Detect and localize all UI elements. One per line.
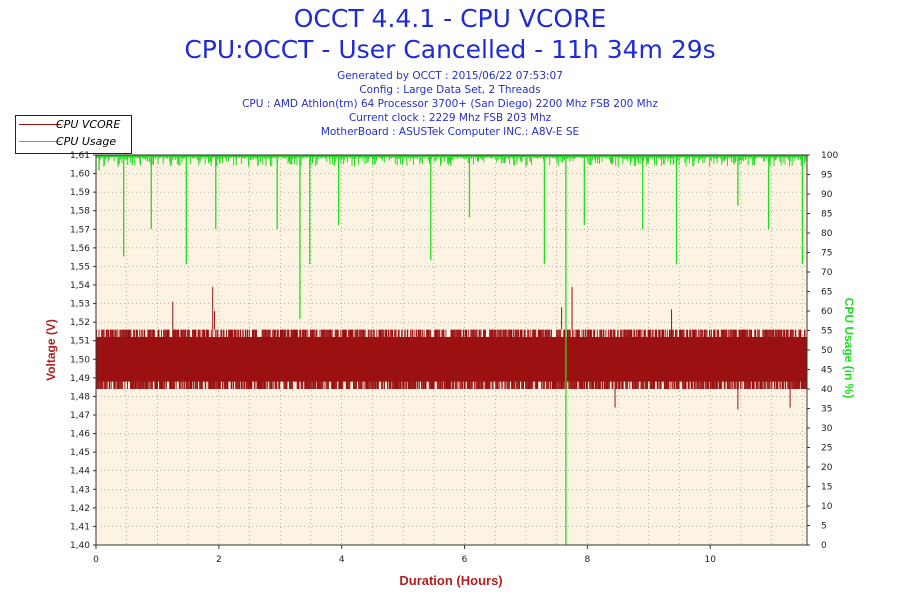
y2-tick-label: 10 (821, 502, 833, 512)
chart-legend: CPU VCORE CPU Usage (15, 115, 132, 154)
y-tick-label: 1,57 (70, 225, 90, 235)
y2-tick-label: 100 (821, 151, 838, 161)
y2-tick-label: 70 (821, 268, 833, 278)
y2-tick-label: 0 (821, 541, 827, 551)
y-tick-label: 1,51 (70, 337, 90, 347)
y-tick-label: 1,58 (70, 207, 90, 217)
y-tick-label: 1,53 (70, 300, 90, 310)
y-tick-label: 1,59 (70, 188, 90, 198)
y-axis-label: Voltage (V) (44, 319, 58, 381)
x-tick-label: 0 (93, 555, 99, 565)
y2-tick-label: 85 (821, 210, 832, 220)
y2-tick-label: 95 (821, 171, 832, 181)
y2-tick-label: 55 (821, 327, 832, 337)
info-cpu: CPU : AMD Athlon(tm) 64 Processor 3700+ … (242, 98, 658, 110)
legend-swatch-vcore (19, 124, 61, 125)
y2-tick-label: 75 (821, 249, 832, 259)
y-tick-label: 1,44 (70, 467, 90, 477)
info-clock: Current clock : 2229 Mhz FSB 203 Mhz (348, 112, 552, 124)
info-config: Config : Large Data Set, 2 Threads (359, 84, 541, 96)
y2-tick-label: 30 (821, 424, 833, 434)
legend-label-usage: CPU Usage (56, 135, 117, 148)
y-tick-label: 1,41 (70, 522, 90, 532)
y-tick-label: 1,60 (70, 170, 90, 180)
x-tick-label: 2 (216, 555, 222, 565)
y2-tick-label: 40 (821, 385, 833, 395)
y2-tick-label: 90 (821, 190, 833, 200)
y2-tick-label: 50 (821, 346, 833, 356)
legend-swatch-usage (19, 141, 61, 142)
y-tick-label: 1,46 (70, 430, 90, 440)
y2-tick-label: 25 (821, 444, 832, 454)
legend-item-vcore: CPU VCORE (16, 117, 131, 133)
y-tick-label: 1,52 (70, 318, 90, 328)
y-tick-label: 1,47 (70, 411, 90, 421)
x-tick-label: 10 (705, 555, 717, 565)
y-tick-label: 1,40 (70, 541, 90, 551)
y2-tick-label: 5 (821, 522, 827, 532)
y-tick-label: 1,45 (70, 448, 90, 458)
y-tick-label: 1,55 (70, 262, 90, 272)
y2-tick-label: 35 (821, 405, 832, 415)
y2-tick-label: 60 (821, 307, 833, 317)
y2-tick-label: 15 (821, 483, 832, 493)
y-tick-label: 1,49 (70, 374, 90, 384)
y-tick-label: 1,43 (70, 485, 90, 495)
y2-tick-label: 45 (821, 366, 832, 376)
x-tick-label: 4 (339, 555, 345, 565)
x-axis-label: Duration (Hours) (399, 573, 502, 588)
x-tick-label: 6 (462, 555, 468, 565)
legend-label-vcore: CPU VCORE (56, 118, 121, 131)
y-tick-label: 1,48 (70, 392, 90, 402)
vcore-band (95, 329, 808, 389)
y2-tick-label: 80 (821, 229, 833, 239)
y-tick-label: 1,42 (70, 504, 90, 514)
y2-axis-label: CPU Usage (in %) (842, 298, 856, 399)
y-tick-label: 1,50 (70, 355, 90, 365)
info-motherboard: MotherBoard : ASUSTek Computer INC.: A8V… (320, 126, 580, 138)
y-tick-label: 1,61 (70, 151, 90, 161)
y2-tick-label: 20 (821, 463, 833, 473)
legend-item-usage: CPU Usage (16, 134, 131, 150)
chart-subtitle: CPU:OCCT - User Cancelled - 11h 34m 29s (184, 35, 716, 64)
y-tick-label: 1,54 (70, 281, 90, 291)
chart-title: OCCT 4.4.1 - CPU VCORE (293, 4, 607, 33)
y-tick-label: 1,56 (70, 244, 90, 254)
y2-tick-label: 65 (821, 288, 832, 298)
x-tick-label: 8 (585, 555, 591, 565)
info-generated: Generated by OCCT : 2015/06/22 07:53:07 (337, 70, 563, 82)
